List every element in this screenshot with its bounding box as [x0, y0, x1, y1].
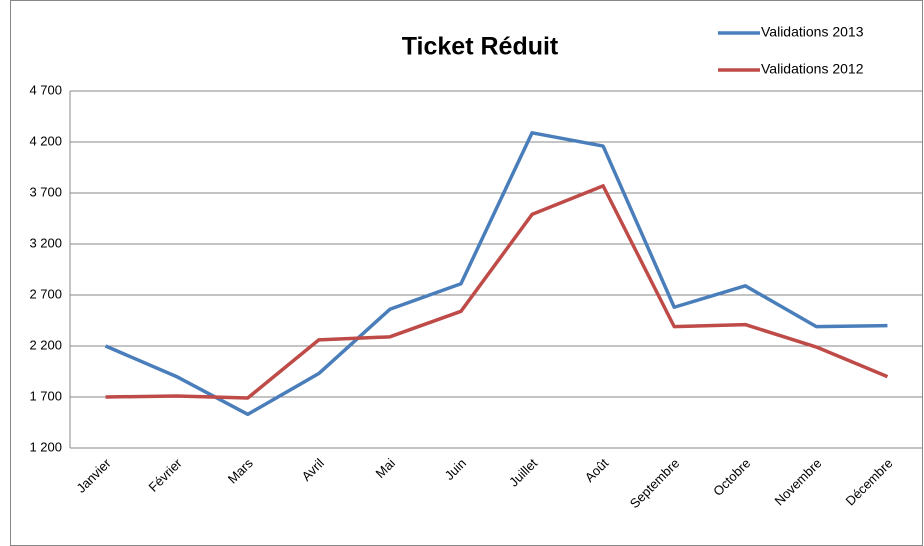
y-tick-label: 4 200 — [29, 133, 62, 148]
legend-label: Validations 2012 — [761, 61, 864, 77]
y-tick-label: 4 700 — [29, 82, 62, 97]
y-tick-label: 1 700 — [29, 388, 62, 403]
series-line — [105, 184, 889, 400]
y-tick-label: 3 700 — [29, 184, 62, 199]
series-line — [104, 131, 888, 417]
y-tick-label: 3 200 — [29, 235, 62, 250]
legend-label: Validations 2013 — [761, 24, 864, 40]
y-tick-label: 1 200 — [29, 439, 62, 454]
y-tick-label: 2 200 — [29, 337, 62, 352]
chart-title: Ticket Réduit — [402, 33, 559, 61]
y-tick-label: 2 700 — [29, 286, 62, 301]
